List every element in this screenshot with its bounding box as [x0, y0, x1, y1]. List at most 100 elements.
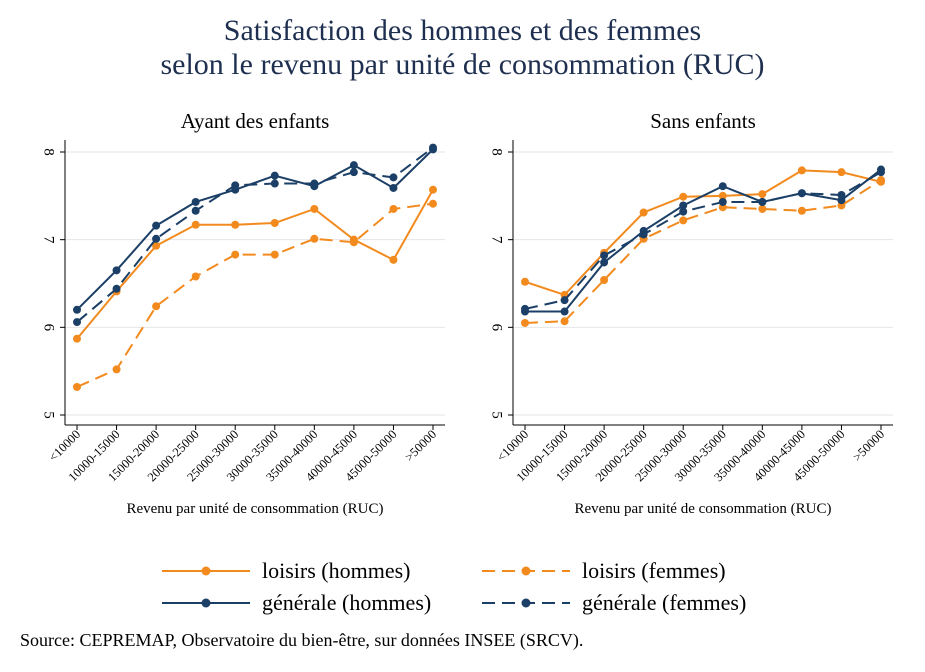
data-point	[837, 168, 846, 177]
data-point	[521, 304, 529, 313]
data-point	[389, 255, 398, 264]
series-2	[521, 176, 885, 327]
legend-marker	[201, 566, 211, 576]
legend-swatch-generale-hommes	[162, 598, 250, 608]
series-3	[73, 145, 437, 314]
x-tick-label: <10000	[46, 427, 83, 464]
series-4	[521, 168, 885, 313]
data-point	[679, 201, 688, 210]
data-point	[718, 197, 727, 206]
data-point	[112, 365, 121, 374]
data-point	[73, 318, 81, 327]
data-point	[310, 179, 319, 188]
y-tick-label: 8	[41, 148, 57, 156]
data-point	[231, 220, 240, 229]
data-point	[389, 173, 398, 182]
data-point	[112, 284, 121, 293]
x-axis-label: Revenu par unité de consommation (RUC)	[126, 501, 383, 517]
legend-label: loisirs (femmes)	[582, 558, 726, 583]
y-tick-label: 6	[41, 324, 57, 332]
series-4	[73, 143, 437, 327]
data-point	[429, 185, 437, 194]
series-1	[73, 185, 437, 343]
y-tick-label: 6	[489, 324, 505, 332]
data-point	[718, 191, 727, 200]
x-tick-label: >50000	[850, 427, 887, 464]
legend-label: générale (femmes)	[582, 590, 747, 615]
series-line	[76, 202, 434, 388]
y-tick-label: 7	[41, 236, 57, 244]
legend-item-generale-femmes: générale (femmes)	[480, 587, 746, 619]
data-point	[429, 143, 437, 152]
data-point	[152, 234, 161, 243]
data-point	[877, 176, 885, 185]
series-line	[524, 171, 882, 310]
data-point	[600, 275, 609, 284]
data-point	[758, 197, 767, 206]
data-point	[797, 166, 806, 175]
y-tick-label: 5	[489, 411, 505, 419]
x-tick-label: >50000	[402, 427, 439, 464]
y-tick-label: 5	[41, 411, 57, 419]
data-point	[73, 382, 81, 391]
data-point	[191, 197, 200, 206]
x-tick-label: <10000	[494, 427, 531, 464]
series-3	[521, 165, 885, 316]
series-line	[524, 169, 882, 297]
data-point	[152, 221, 161, 230]
legend-marker	[521, 598, 531, 608]
data-point	[679, 192, 688, 201]
data-point	[310, 234, 319, 243]
panel-title: Ayant des enfants	[181, 109, 330, 133]
panel-title: Sans enfants	[650, 109, 756, 133]
series-line	[76, 146, 434, 323]
data-point	[521, 277, 529, 286]
data-point	[429, 199, 437, 208]
data-point	[152, 241, 161, 250]
legend-label: loisirs (hommes)	[262, 558, 411, 583]
data-point	[349, 238, 358, 247]
data-point	[600, 251, 609, 260]
data-point	[797, 206, 806, 215]
data-point	[73, 305, 81, 314]
data-point	[679, 207, 688, 216]
chart-panel-2: Sans enfants5678<1000010000-1500015000-2…	[489, 109, 893, 517]
data-point	[639, 230, 648, 239]
data-point	[389, 204, 398, 213]
data-point	[152, 302, 161, 311]
data-point	[231, 250, 240, 259]
legend-swatch-loisirs-femmes	[482, 566, 570, 576]
series-1	[521, 166, 885, 299]
data-point	[270, 219, 279, 228]
legend-swatch-loisirs-hommes	[162, 566, 250, 576]
data-point	[679, 216, 688, 225]
data-point	[877, 168, 885, 177]
legend-swatch-generale-femmes	[482, 598, 570, 608]
data-point	[310, 204, 319, 213]
source-note: Source: CEPREMAP, Observatoire du bien-ê…	[20, 630, 584, 650]
data-point	[191, 206, 200, 215]
data-point	[270, 250, 279, 259]
data-point	[560, 317, 569, 326]
data-point	[560, 296, 569, 305]
legend-label: générale (hommes)	[262, 590, 432, 615]
data-point	[797, 189, 806, 198]
series-line	[76, 189, 434, 340]
charts-area: Ayant des enfants5678<1000010000-1500015…	[41, 109, 893, 517]
data-point	[758, 204, 767, 213]
data-point	[191, 272, 200, 281]
data-point	[718, 182, 727, 191]
data-point	[758, 190, 767, 199]
figure-title-line1: Satisfaction des hommes et des femmes	[223, 14, 702, 47]
legend-item-loisirs-femmes: loisirs (femmes)	[480, 555, 726, 587]
y-tick-label: 8	[489, 148, 505, 156]
x-axis-label: Revenu par unité de consommation (RUC)	[574, 501, 831, 517]
data-point	[270, 171, 279, 180]
data-point	[73, 334, 81, 343]
series-line	[524, 179, 882, 324]
data-point	[112, 266, 121, 275]
legend-marker	[201, 598, 211, 608]
chart-panel-1: Ayant des enfants5678<1000010000-1500015…	[41, 109, 445, 517]
data-point	[270, 179, 279, 188]
